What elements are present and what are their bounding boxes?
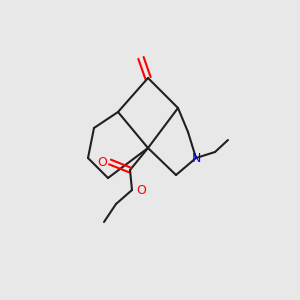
Text: N: N	[191, 152, 201, 164]
Text: O: O	[136, 184, 146, 196]
Text: O: O	[97, 155, 107, 169]
